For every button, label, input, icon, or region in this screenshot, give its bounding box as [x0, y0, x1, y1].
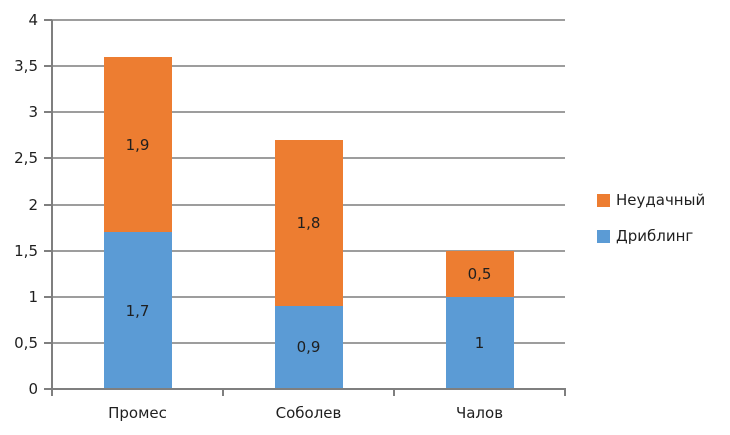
- category-label: Соболев: [275, 404, 342, 422]
- y-axis-tick-label: 0,5: [14, 333, 38, 352]
- legend-item: Неудачный: [597, 191, 705, 209]
- bar-segment: 1,8: [274, 139, 343, 306]
- y-axis-tick-label: 2: [28, 195, 38, 214]
- gridline: [52, 19, 565, 21]
- bar-segment: 1: [445, 296, 514, 389]
- category-label: Чалов: [455, 404, 504, 422]
- y-axis-line: [51, 20, 53, 390]
- x-axis-tick: [564, 389, 566, 396]
- bar-segment: 0,9: [274, 305, 343, 389]
- y-axis-tick-label: 3,5: [14, 57, 38, 76]
- bar-value-label: 1,8: [296, 213, 321, 232]
- y-axis-tick: [44, 65, 52, 68]
- y-axis-tick-label: 0: [28, 380, 38, 398]
- bar-value-label: 1: [474, 333, 485, 352]
- legend: Неудачный Дриблинг: [597, 191, 705, 245]
- y-axis-tick-label: 3: [28, 103, 38, 122]
- y-axis-tick: [44, 111, 52, 114]
- y-axis-tick-label: 4: [28, 11, 38, 29]
- x-axis-tick: [393, 389, 395, 396]
- category-label: Промес: [108, 404, 167, 422]
- gridline: [52, 65, 565, 68]
- bar-segment: 1,9: [103, 56, 172, 233]
- legend-swatch: [597, 193, 610, 207]
- legend-item: Дриблинг: [597, 227, 705, 245]
- legend-label: Дриблинг: [616, 227, 694, 245]
- bar-value-label: 1,7: [125, 301, 150, 320]
- bar-value-label: 0,9: [296, 338, 321, 357]
- legend-swatch: [597, 229, 610, 243]
- y-axis-tick: [44, 295, 52, 298]
- bar-value-label: 1,9: [125, 135, 150, 154]
- y-axis-tick: [44, 249, 52, 252]
- y-axis-tick-label: 1,5: [14, 241, 38, 260]
- y-axis-tick: [44, 157, 52, 160]
- y-axis-tick-label: 2,5: [14, 149, 38, 168]
- x-axis-tick: [51, 389, 53, 396]
- y-axis-tick: [44, 203, 52, 206]
- bar-value-label: 0,5: [467, 264, 492, 283]
- x-axis-tick: [222, 389, 224, 396]
- bar-segment: 1,7: [103, 232, 172, 389]
- y-axis-tick-label: 1: [28, 287, 38, 306]
- legend-label: Неудачный: [616, 191, 706, 209]
- gridline: [52, 111, 565, 114]
- y-axis-tick: [44, 19, 52, 21]
- y-axis-tick: [44, 341, 52, 344]
- bar-segment: 0,5: [445, 250, 514, 297]
- x-axis-line: [51, 388, 566, 390]
- y-axis-tick: [44, 388, 52, 390]
